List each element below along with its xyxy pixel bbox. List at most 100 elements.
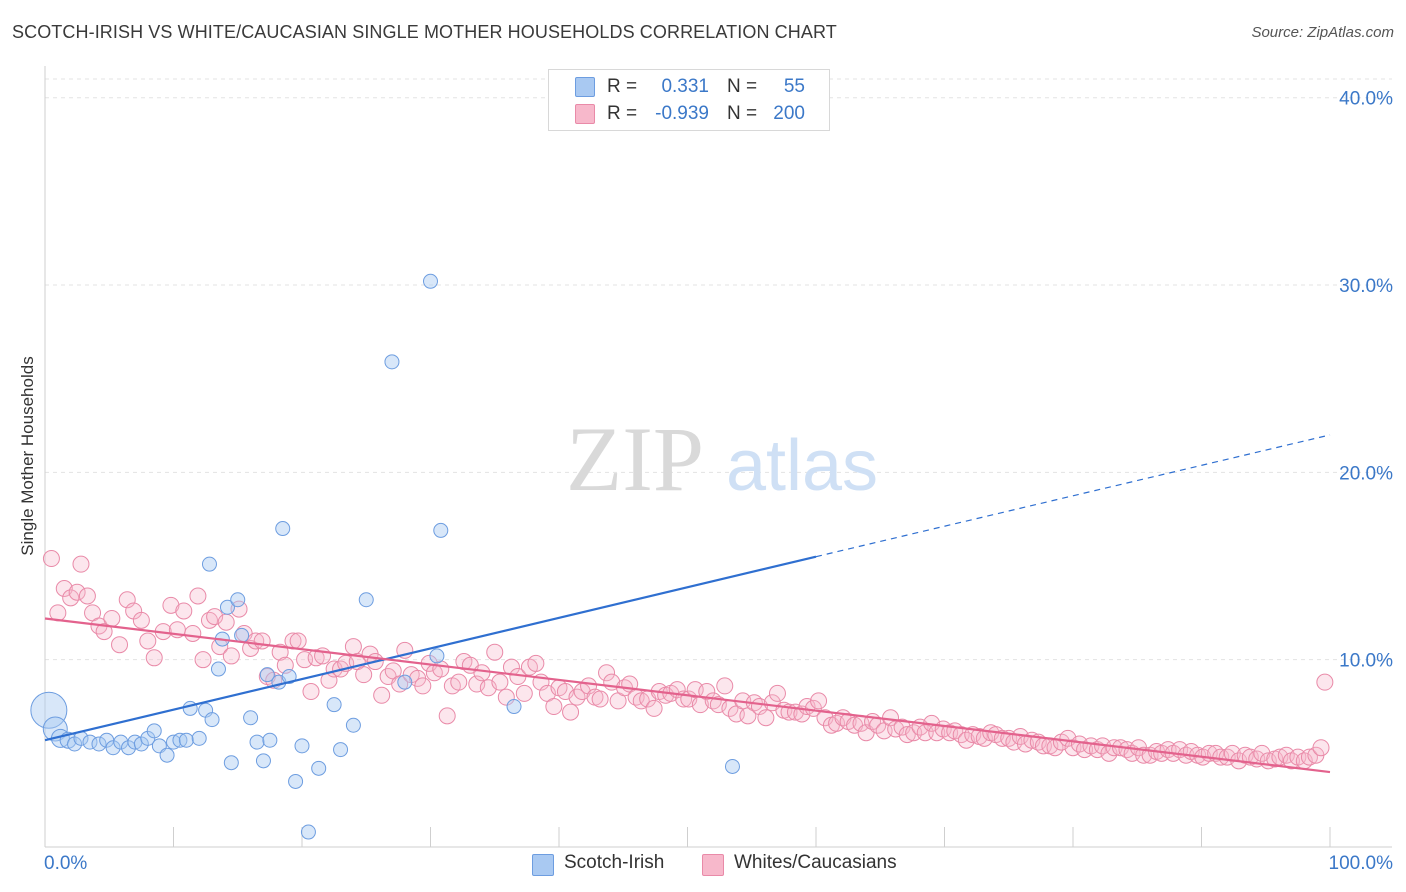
data-point-whites-caucasians [72, 555, 90, 573]
data-point-whites-caucasians [768, 684, 786, 702]
data-point-scotch-irish [204, 712, 220, 728]
data-point-scotch-irish [397, 674, 413, 690]
legend-row-scotch-irish: R = 0.331 N = 55 [549, 74, 829, 100]
data-point-whites-caucasians [810, 692, 828, 710]
data-point-scotch-irish [423, 273, 438, 289]
data-point-whites-caucasians [1300, 748, 1318, 766]
series-scotch-irish [30, 273, 740, 840]
data-point-scotch-irish [42, 716, 68, 742]
data-point-whites-caucasians [1312, 739, 1330, 757]
data-point-whites-caucasians [373, 686, 391, 704]
y-tick-label: 10.0% [1339, 651, 1393, 672]
data-point-whites-caucasians [184, 624, 202, 642]
legend-n-value: 200 [773, 103, 805, 124]
legend-swatch-pink [575, 104, 595, 124]
data-point-whites-caucasians [391, 675, 409, 693]
data-point-scotch-irish [294, 738, 310, 754]
data-point-whites-caucasians [486, 643, 504, 661]
data-point-whites-caucasians [645, 699, 663, 717]
data-point-whites-caucasians [62, 589, 80, 607]
data-point-whites-caucasians [78, 587, 96, 605]
data-point-scotch-irish [384, 354, 400, 370]
bottom-legend-swatch-blue [532, 854, 554, 876]
legend-r-value: -0.939 [655, 103, 709, 124]
data-point-whites-caucasians [438, 707, 456, 725]
data-point-whites-caucasians [111, 636, 129, 654]
data-point-scotch-irish [234, 627, 250, 643]
legend-r-label: R = [607, 103, 638, 124]
data-point-whites-caucasians [271, 643, 289, 661]
data-point-scotch-irish [255, 753, 271, 769]
data-point-whites-caucasians [698, 683, 716, 701]
legend-n-value: 55 [783, 76, 805, 97]
data-point-scotch-irish [506, 699, 522, 715]
data-point-whites-caucasians [344, 638, 362, 656]
data-point-whites-caucasians [103, 609, 121, 627]
data-point-scotch-irish [230, 592, 246, 608]
data-point-whites-caucasians [253, 632, 271, 650]
data-point-scotch-irish [243, 710, 259, 726]
data-point-scotch-irish [262, 732, 278, 748]
data-point-scotch-irish [249, 734, 265, 750]
bottom-legend-swatch-pink [702, 854, 724, 876]
data-point-scotch-irish [433, 522, 449, 538]
data-point-whites-caucasians [757, 709, 775, 727]
bottom-legend-label: Whites/Caucasians [734, 852, 897, 873]
legend: R = 0.331 N = 55 R = -0.939 N = 200 [548, 69, 830, 131]
data-point-whites-caucasians [132, 611, 150, 629]
legend-row-whites-caucasians: R = -0.939 N = 200 [549, 101, 829, 127]
data-point-scotch-irish [146, 723, 162, 739]
data-point-whites-caucasians [302, 683, 320, 701]
data-point-whites-caucasians [957, 731, 975, 749]
data-point-whites-caucasians [491, 673, 509, 691]
data-point-whites-caucasians [432, 660, 450, 678]
data-point-scotch-irish [281, 669, 297, 685]
x-tick-label: 0.0% [44, 853, 87, 874]
data-point-whites-caucasians [230, 600, 248, 618]
data-point-scotch-irish [172, 732, 188, 748]
data-point-scotch-irish [219, 599, 235, 615]
data-point-whites-caucasians [515, 684, 533, 702]
data-point-scotch-irish [223, 755, 239, 771]
data-point-scotch-irish [345, 717, 361, 733]
data-point-whites-caucasians [562, 703, 580, 721]
data-point-whites-caucasians [905, 724, 923, 742]
data-point-whites-caucasians [598, 664, 616, 682]
data-point-whites-caucasians [145, 649, 163, 667]
data-point-scotch-irish [159, 747, 175, 763]
data-point-whites-caucasians [898, 726, 916, 744]
data-point-whites-caucasians [450, 673, 468, 691]
data-point-scotch-irish [326, 697, 342, 713]
trendline-scotch-irish-extension [815, 434, 1331, 558]
data-point-whites-caucasians [527, 654, 545, 672]
data-point-scotch-irish [140, 730, 156, 746]
legend-r-label: R = [607, 76, 638, 97]
data-point-whites-caucasians [545, 698, 563, 716]
data-point-scotch-irish [300, 824, 316, 840]
data-point-whites-caucasians [55, 580, 73, 598]
data-point-whites-caucasians [95, 623, 113, 641]
data-point-scotch-irish [30, 691, 68, 729]
x-tick-label: 100.0% [1329, 853, 1394, 874]
data-point-scotch-irish [210, 661, 226, 677]
legend-swatch-blue [575, 77, 595, 97]
trendline-scotch-irish [44, 555, 817, 742]
data-point-whites-caucasians [632, 692, 650, 710]
tick-labels: 10.0% 20.0% 30.0% 40.0% 0.0% 100.0% [44, 89, 1393, 874]
data-point-scotch-irish [105, 740, 121, 756]
data-point-scotch-irish [724, 758, 740, 774]
trendline-whites-caucasians [44, 617, 1331, 774]
legend-r-value: 0.331 [661, 76, 709, 97]
y-axis-label: Single Mother Households [18, 356, 37, 556]
data-point-whites-caucasians [716, 677, 734, 695]
watermark-zip: ZIP [566, 408, 704, 510]
data-point-scotch-irish [333, 742, 349, 758]
axes [44, 66, 1392, 848]
data-point-whites-caucasians [42, 550, 60, 568]
data-point-whites-caucasians [139, 632, 157, 650]
data-point-whites-caucasians [591, 690, 609, 708]
chart-title: SCOTCH-IRISH VS WHITE/CAUCASIAN SINGLE M… [12, 22, 837, 42]
data-point-scotch-irish [311, 760, 327, 776]
data-point-scotch-irish [201, 556, 217, 572]
data-point-whites-caucasians [289, 632, 307, 650]
